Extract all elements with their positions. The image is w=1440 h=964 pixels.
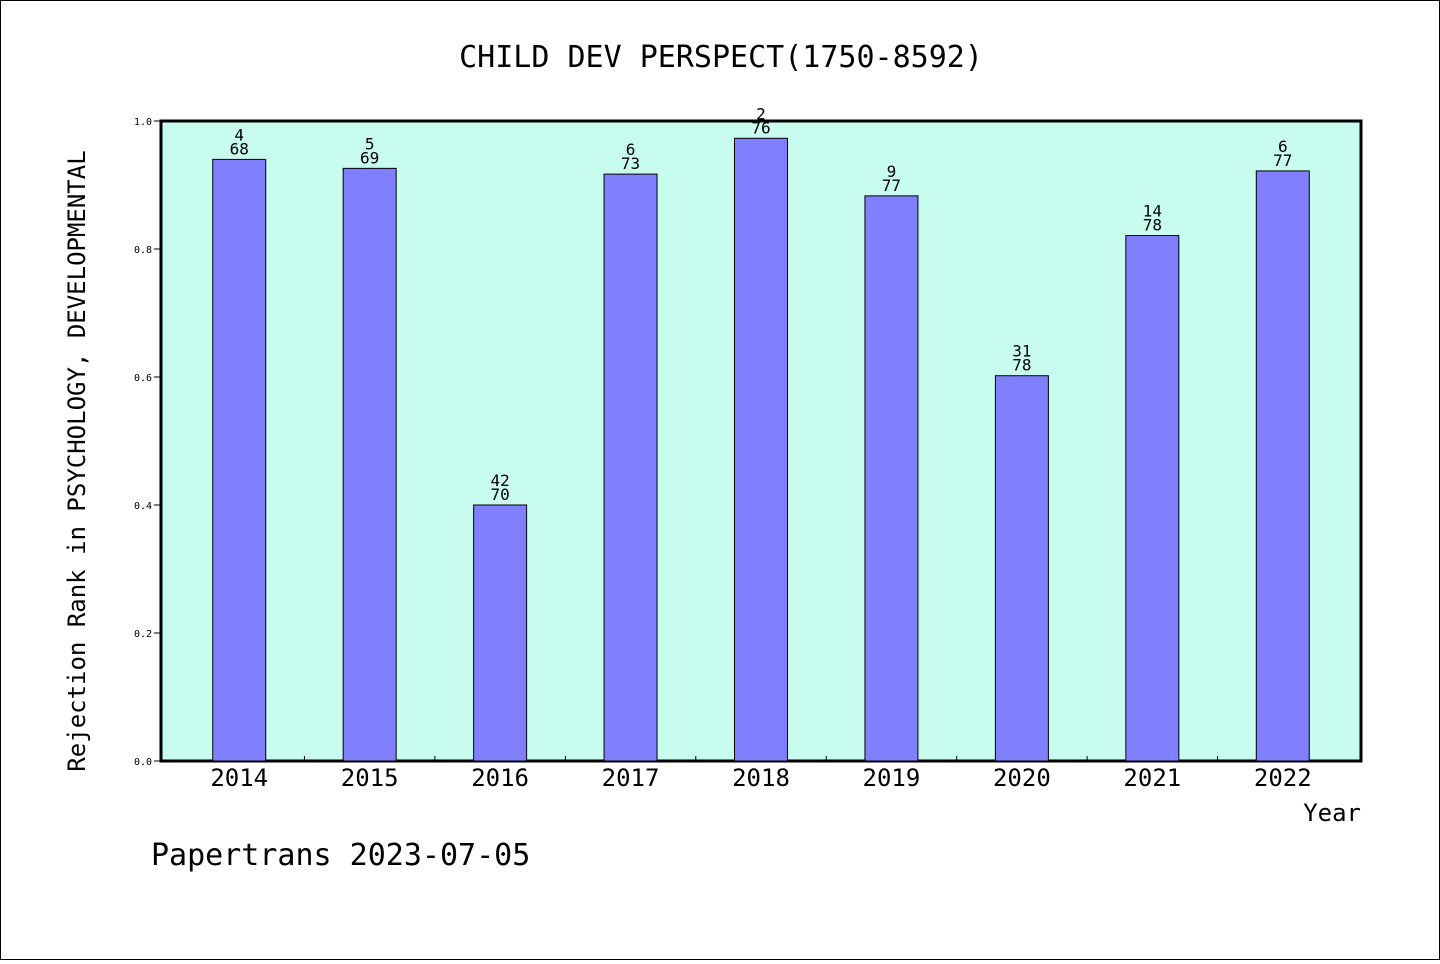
bar-label-top-2021: 14	[1143, 202, 1162, 221]
bar-2015	[342, 167, 397, 762]
bar-2020	[994, 375, 1049, 762]
y-tick-label-0.2: 0.2	[134, 629, 152, 640]
bar-label-bottom-2021: 78	[1143, 216, 1162, 235]
chart-title: CHILD DEV PERSPECT(1750-8592)	[459, 40, 983, 75]
bar-label-top-2020: 31	[1012, 342, 1031, 361]
y-axis: 0.0 0.2 0.4 0.6 0.8 1.0	[134, 117, 161, 768]
bar-label-top-2017: 6	[626, 140, 636, 159]
bar-label-top-2018: 2	[756, 104, 766, 123]
x-tick-label-2022: 2022	[1254, 764, 1312, 792]
bar-label-bottom-2019: 77	[882, 176, 901, 195]
x-tick-label-2019: 2019	[863, 764, 921, 792]
x-tick-label-2016: 2016	[471, 764, 529, 792]
bar-label-bottom-2020: 78	[1012, 356, 1031, 375]
x-tick-label-2021: 2021	[1123, 764, 1181, 792]
x-tick-label-2020: 2020	[993, 764, 1051, 792]
bar-label-bottom-2016: 70	[490, 485, 509, 504]
bar-label-bottom-2015: 69	[360, 148, 379, 167]
bar-label-top-2015: 5	[365, 134, 375, 153]
bar-label-top-2014: 4	[234, 125, 244, 144]
bar-2022	[1255, 170, 1310, 762]
x-axis-label: Year	[1303, 799, 1361, 827]
bar-label-bottom-2022: 77	[1273, 151, 1292, 170]
bar-label-bottom-2018: 76	[751, 118, 770, 137]
bar-2018	[734, 137, 788, 762]
x-axis: 2014 2015 2016 2017 2018 2019 2020 2021 2022	[210, 756, 1312, 792]
y-tick-label-0.4: 0.4	[134, 501, 152, 512]
footer-credit: Papertrans 2023-07-05	[151, 838, 530, 873]
bar-2017	[603, 173, 658, 762]
y-tick-label-0.8: 0.8	[134, 245, 152, 256]
bar-label-top-2022: 6	[1278, 137, 1288, 156]
x-tick-label-2017: 2017	[602, 764, 660, 792]
x-tick-label-2014: 2014	[210, 764, 268, 792]
bar-2014	[212, 158, 267, 762]
y-tick-label-0.6: 0.6	[134, 373, 152, 384]
bar-label-bottom-2017: 73	[621, 154, 640, 173]
bar-2016	[473, 504, 528, 762]
bar-label-bottom-2014: 68	[230, 139, 249, 158]
bars-layer	[212, 137, 1310, 762]
x-tick-label-2015: 2015	[341, 764, 399, 792]
x-tick-label-2018: 2018	[732, 764, 790, 792]
bar-label-top-2019: 9	[887, 162, 897, 181]
y-tick-label-0.0: 0.0	[134, 757, 152, 768]
bar-2021	[1125, 235, 1180, 762]
bar-label-top-2016: 42	[490, 471, 509, 490]
y-tick-label-1.0: 1.0	[134, 117, 152, 128]
bar-2019	[864, 195, 919, 762]
y-axis-label: Rejection Rank in PSYCHOLOGY, DEVELOPMEN…	[63, 150, 91, 771]
